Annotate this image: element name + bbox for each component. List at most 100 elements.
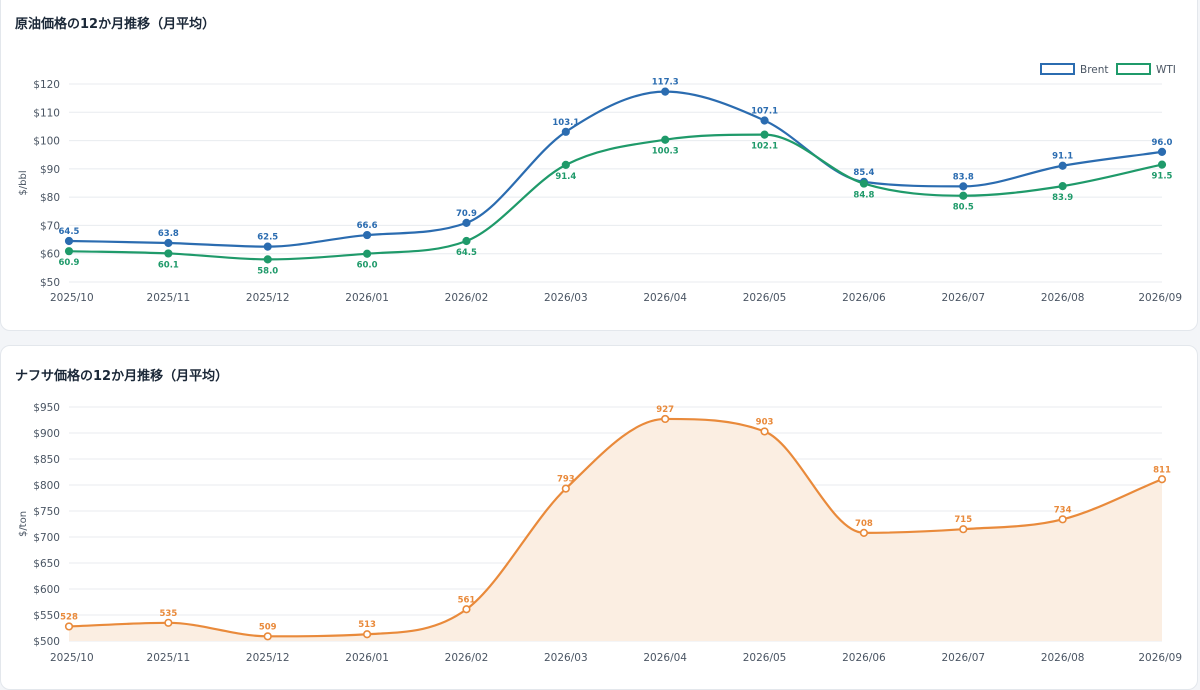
y-tick-label: $70 [40,220,60,232]
x-tick-label: 2026/09 [1138,652,1182,664]
data-point [661,414,670,424]
data-label: 60.9 [59,258,80,268]
data-point [263,632,272,641]
data-point [164,618,173,627]
x-tick-label: 2026/05 [743,292,787,304]
x-tick-label: 2026/01 [345,292,389,304]
data-point [959,191,968,200]
x-tick-label: 2025/12 [246,292,290,304]
legend-label-wti: WTI [1156,64,1176,76]
data-point [462,236,471,246]
data-point [1058,161,1067,170]
data-label: 734 [1054,505,1072,515]
data-point [263,255,272,264]
y-tick-label: $100 [33,136,60,148]
chart-1-group: $500 $550 $600 $650 $700 $750 $800 $850 $900 $950… [18,402,1182,664]
data-point [561,127,570,136]
data-label: 60.0 [357,261,378,271]
data-label: 513 [358,620,376,630]
y-tick-label: $800 [33,480,60,492]
data-point [661,135,670,144]
data-label: 561 [458,595,476,605]
y-tick-label: $750 [33,506,60,518]
crude-chart-title: 原油価格の12か月推移（月平均） [15,17,216,32]
x-tick-label: 2025/10 [50,292,94,304]
data-point [263,242,272,251]
x-tick-label: 2026/04 [643,652,687,664]
charts-canvas: $50 $60 $70 $80 $90 $100 $110 $120 2025/10 2025/1… [18,63,1182,664]
data-point [462,218,471,227]
x-tick-label: 2026/06 [842,292,886,304]
y-tick-label: $600 [33,584,60,596]
data-point [859,179,869,188]
data-point [760,116,769,125]
data-point [362,230,372,240]
data-point [760,130,769,139]
data-label: 60.1 [158,260,179,270]
data-point [164,238,173,248]
y-tick-label: $500 [33,636,60,648]
x-tick-label: 2026/03 [544,292,588,304]
x-tick-label: 2025/12 [246,652,290,664]
crude-oil-chart-card: 原油価格の12か月推移（月平均） [0,0,1198,331]
data-label: 84.8 [853,191,874,201]
x-tick-label: 2026/05 [743,652,787,664]
data-point [1157,147,1167,156]
legend-label-brent: Brent [1080,64,1109,76]
data-label: 708 [855,519,873,529]
y-tick-label: $850 [33,454,60,466]
data-label: 927 [656,405,674,415]
data-label: 100.3 [652,147,679,157]
data-point [760,427,769,436]
data-label: 528 [60,612,78,622]
x-tick-label: 2026/07 [941,292,985,304]
data-point [362,249,372,258]
data-label: 117.3 [652,78,679,88]
data-point [64,247,74,256]
y-tick-label: $60 [40,249,60,261]
x-tick-label: 2026/07 [941,652,985,664]
data-point [1157,475,1167,484]
y-tick-label: $650 [33,558,60,570]
data-point [859,528,869,537]
data-point [64,622,74,631]
data-label: 103.1 [552,118,579,128]
x-tick-label: 2026/02 [445,652,489,664]
data-label: 91.1 [1052,152,1073,162]
y-tick-label: $50 [40,277,60,289]
x-tick-label: 2026/02 [445,292,489,304]
x-tick-label: 2025/11 [147,652,191,664]
x-tick-label: 2026/04 [643,292,687,304]
data-label: 91.5 [1152,172,1173,182]
data-point [1157,160,1167,169]
data-label: 811 [1153,465,1171,475]
chart-0-group: $50 $60 $70 $80 $90 $100 $110 $120 2025/10 2025/1… [18,63,1182,304]
data-point [64,236,74,246]
x-tick-label: 2025/10 [50,652,94,664]
y-tick-label: $950 [33,402,60,414]
data-point [462,605,471,614]
data-point [164,249,173,258]
data-label: 793 [557,475,575,485]
data-label: 91.4 [555,172,576,182]
y-axis-title: $/ton [18,511,29,537]
data-label: 70.9 [456,209,477,219]
data-point [959,525,968,534]
legend-swatch-wti [1116,63,1151,75]
data-label: 64.5 [456,248,477,258]
y-axis-title: $/bbl [18,170,29,195]
data-point [362,630,372,639]
y-tick-label: $120 [33,79,60,91]
data-point [561,484,570,493]
x-tick-label: 2026/09 [1138,292,1182,304]
data-point [661,87,670,96]
x-tick-label: 2026/08 [1041,292,1085,304]
naphtha-chart-title: ナフサ価格の12か月推移（月平均） [15,369,229,384]
data-label: 83.8 [953,172,974,182]
data-label: 535 [159,609,177,619]
data-point [561,160,570,169]
area-fill [69,418,1162,641]
y-tick-label: $550 [33,610,60,622]
x-tick-label: 2025/11 [147,292,191,304]
data-label: 80.5 [953,203,974,213]
